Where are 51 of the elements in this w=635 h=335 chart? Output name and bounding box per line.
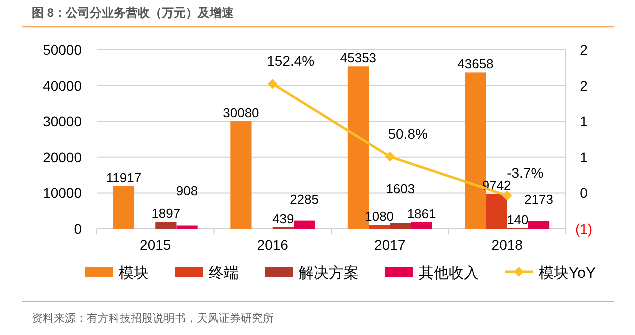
data-label: 140 xyxy=(507,212,529,228)
y-tick-label: 40000 xyxy=(43,78,82,94)
y2-tick-label: (1) xyxy=(575,221,593,237)
bar xyxy=(176,226,198,229)
bar xyxy=(486,194,508,229)
text: 资料来源：有方科技招股说明书，天风证券研究所 xyxy=(32,312,274,325)
y-tick-label: 30000 xyxy=(43,114,82,130)
data-label: 152.4% xyxy=(267,53,315,70)
x-tick-label: 2017 xyxy=(374,237,406,253)
y-tick-label: 0 xyxy=(74,221,82,237)
y-tick-label: 20000 xyxy=(43,149,82,166)
y2-tick-label: 1 xyxy=(580,149,588,166)
point xyxy=(268,79,278,90)
data-label: 1861 xyxy=(407,206,436,222)
y2-tick-label: 0 xyxy=(580,185,588,202)
data-label: 50.8% xyxy=(388,126,428,142)
data-label: 43658 xyxy=(458,56,494,72)
y-tick-label: 50000 xyxy=(43,42,82,58)
bar xyxy=(294,220,316,229)
legend-label: 解决方案 xyxy=(299,265,359,282)
x-tick-label: 2016 xyxy=(257,237,289,253)
data-label: 908 xyxy=(176,184,198,199)
x-tick-label: 2015 xyxy=(140,237,172,253)
x-tick-label: 2018 xyxy=(492,237,524,253)
y2-tick-label: 2 xyxy=(580,42,588,58)
y-tick-label: 10000 xyxy=(43,185,82,202)
legend-label: 模块YoY xyxy=(539,265,596,282)
y2-tick-label: 1 xyxy=(580,114,588,130)
point xyxy=(502,190,512,201)
y2-tick-label: 2 xyxy=(580,78,588,94)
legend-label: 其他收入 xyxy=(419,265,479,282)
bar xyxy=(230,121,252,229)
bar xyxy=(369,225,390,229)
data-label: 2173 xyxy=(524,192,554,208)
bar xyxy=(156,222,177,229)
data-label: 1897 xyxy=(152,206,181,222)
legend-label: 模块 xyxy=(119,265,149,282)
data-label: 30080 xyxy=(223,105,260,120)
data-label: 439 xyxy=(272,211,294,226)
bar xyxy=(390,223,412,229)
point xyxy=(385,152,396,162)
bar xyxy=(113,186,135,229)
chart-title: 图 8：公司分业务营收（万元）及增速 xyxy=(32,6,236,20)
data-label: 1603 xyxy=(386,181,416,196)
legend-label: 终端 xyxy=(209,265,239,282)
bar xyxy=(528,221,550,229)
data-label: 11917 xyxy=(106,170,142,186)
data-label: 45353 xyxy=(340,50,377,66)
data-label: -3.7% xyxy=(507,164,544,181)
data-label: 2285 xyxy=(290,192,319,207)
bar xyxy=(411,222,432,229)
